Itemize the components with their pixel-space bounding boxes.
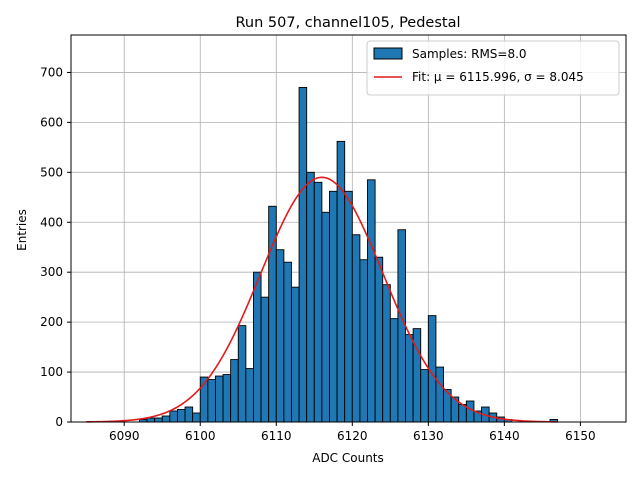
x-axis-label: ADC Counts <box>312 451 384 465</box>
histogram-bar <box>435 366 444 423</box>
y-tick-label: 300 <box>40 265 63 279</box>
histogram-bar <box>306 171 315 423</box>
histogram-bar <box>275 249 285 423</box>
histogram-bar <box>389 318 399 423</box>
y-tick-label: 100 <box>40 365 63 379</box>
x-tick-label: 6140 <box>489 429 520 443</box>
x-tick-label: 6110 <box>261 429 292 443</box>
histogram-bar <box>336 140 346 423</box>
histogram-bar <box>397 229 406 423</box>
legend-histogram-swatch <box>373 47 403 60</box>
histogram-bar <box>344 190 353 423</box>
histogram-bar <box>321 211 330 423</box>
histogram-bar <box>374 256 384 423</box>
histogram-bar <box>283 261 292 423</box>
histogram-bar <box>253 271 262 423</box>
histogram-bar <box>169 410 178 423</box>
legend: Samples: RMS=8.0 Fit: μ = 6115.996, σ = … <box>366 40 620 96</box>
plot-frame <box>70 34 627 423</box>
legend-fit-label: Fit: μ = 6115.996, σ = 8.045 <box>412 70 584 84</box>
histogram-bar <box>329 190 338 423</box>
x-tick-label: 6100 <box>185 429 216 443</box>
histogram-bar <box>245 368 254 423</box>
y-tick-label: 0 <box>55 415 63 429</box>
y-tick-label: 700 <box>40 65 63 79</box>
y-tick-label: 400 <box>40 215 63 229</box>
histogram-bars <box>138 86 559 423</box>
histogram-bar <box>313 181 323 423</box>
y-tick-label: 200 <box>40 315 63 329</box>
histogram-bar <box>465 400 475 423</box>
histogram-bar <box>367 179 376 423</box>
histogram-bar <box>420 369 429 423</box>
axes: 6090 6100 6110 6120 6130 6140 6150 0 100 200 300 40… <box>40 34 627 443</box>
histogram-bar <box>359 259 368 423</box>
x-tick-label: 6120 <box>337 429 368 443</box>
y-tick-label: 500 <box>40 165 63 179</box>
legend-box <box>366 40 620 96</box>
histogram-bar <box>298 86 308 423</box>
y-axis-label: Entries <box>15 209 29 251</box>
histogram-bar <box>215 375 224 423</box>
histogram-bar <box>405 334 414 423</box>
histogram-bar <box>237 325 247 423</box>
histogram-bar <box>161 415 171 423</box>
histogram-bar <box>176 409 186 423</box>
x-tick-label: 6090 <box>109 429 140 443</box>
histogram-bar <box>351 234 361 423</box>
x-tick-label: 6130 <box>413 429 444 443</box>
y-tick-label: 600 <box>40 115 63 129</box>
chart-title: Run 507, channel105, Pedestal <box>235 15 460 31</box>
legend-histogram-label: Samples: RMS=8.0 <box>412 47 527 61</box>
histogram-bar <box>192 412 201 423</box>
histogram-bar <box>222 374 232 423</box>
histogram-bar <box>382 284 391 423</box>
histogram-bar <box>230 359 239 423</box>
histogram-bar <box>146 417 156 423</box>
histogram-bar <box>291 286 300 423</box>
histogram-bar <box>154 417 163 423</box>
gaussian-fit-curve <box>86 176 558 423</box>
histogram-bar <box>207 379 216 423</box>
histogram-bar <box>184 406 194 423</box>
histogram-bar <box>260 296 270 423</box>
x-tick-label: 6150 <box>565 429 596 443</box>
